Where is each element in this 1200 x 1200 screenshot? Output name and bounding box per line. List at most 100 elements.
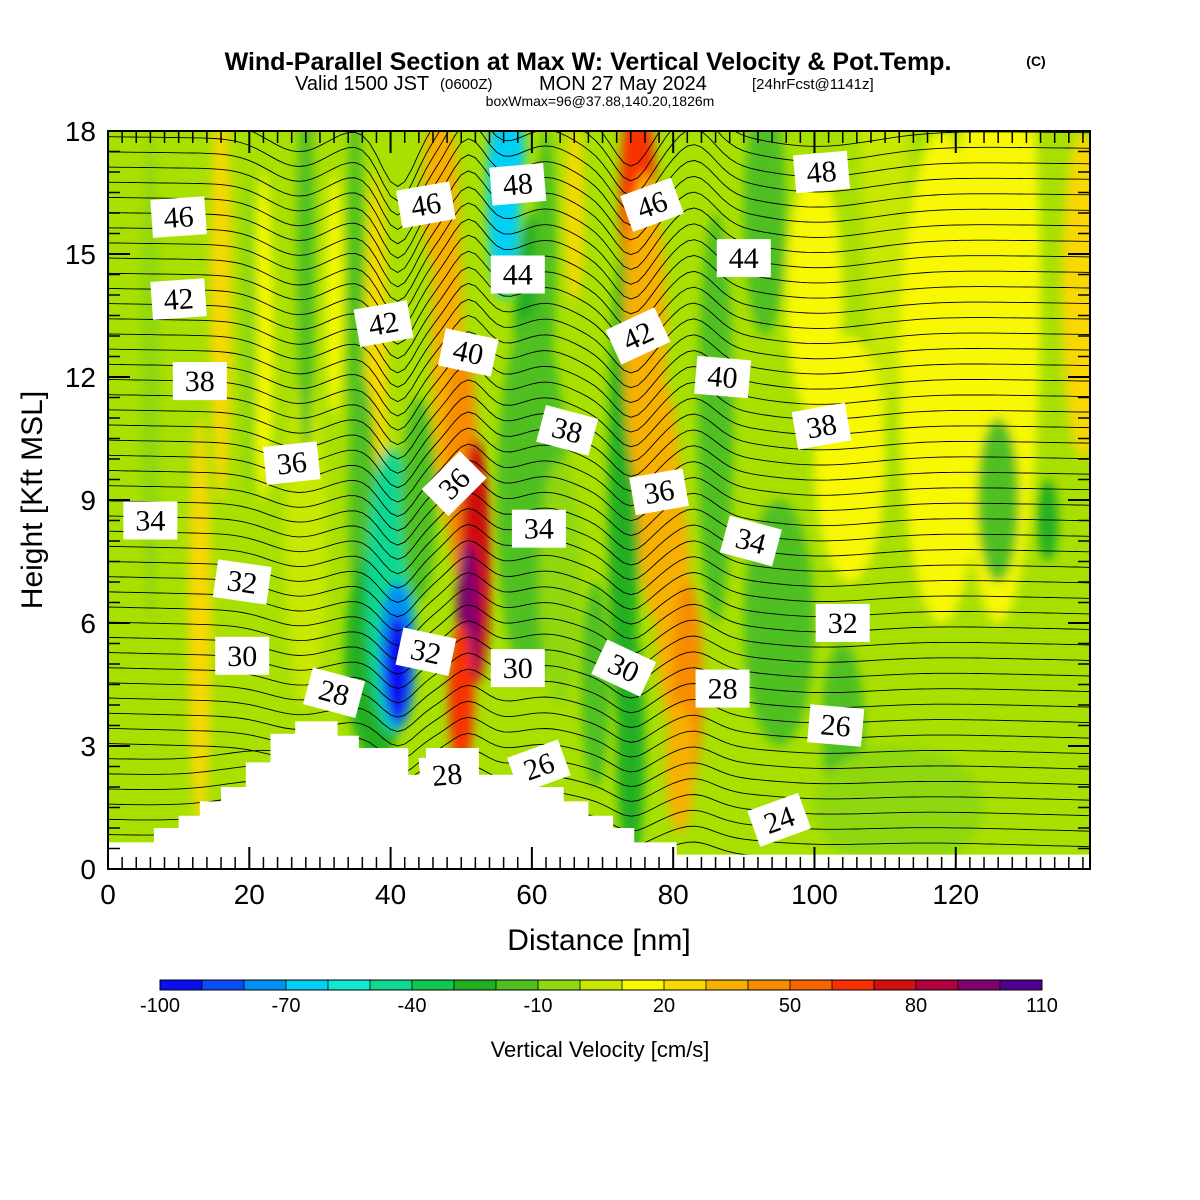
theta-line [108, 234, 1090, 331]
contour-label-text: 30 [503, 652, 533, 685]
contour-label-box [150, 196, 207, 238]
contour-label-text: 48 [501, 167, 534, 202]
contour-label-box [421, 451, 487, 517]
velocity-cell [141, 131, 160, 623]
contour-label-box [807, 704, 865, 747]
theta-line [108, 266, 1090, 360]
contour-label: 46 [396, 181, 456, 229]
velocity-cell [581, 582, 610, 787]
contour-label-text: 44 [729, 242, 759, 275]
theta-line [108, 700, 1090, 747]
contour-label-box [215, 636, 270, 675]
contour-label: 32 [212, 559, 272, 605]
contour-label-box [694, 355, 752, 399]
contour-label-text: 32 [828, 607, 858, 640]
contour-label-box [172, 362, 227, 401]
valid-time-line: Valid 1500 JST (0600Z) MON 27 May 2024 [… [295, 73, 874, 95]
theta-line [108, 154, 1090, 259]
theta-line [108, 298, 1090, 388]
box-info: boxWmax=96@37.88,140.20,1826m [486, 93, 715, 109]
contour-label: 28 [303, 667, 366, 719]
contour-label: 48 [792, 150, 851, 194]
colorbar-tick-label: 50 [779, 995, 801, 1017]
y-axis-label: Height [Kft MSL] [16, 391, 49, 609]
colorbar-swatch [412, 980, 455, 990]
colorbar-swatch [1000, 980, 1043, 990]
velocity-cell [743, 131, 787, 336]
colorbar-label: Vertical Velocity [cm/s] [491, 1037, 710, 1062]
contour-label-box [490, 255, 545, 294]
velocity-cell [814, 336, 886, 582]
colorbar-swatch [202, 980, 245, 990]
contour-label-text: 26 [819, 708, 852, 743]
colorbar-tick-label: -100 [140, 995, 180, 1017]
contour-label-text: 42 [163, 282, 195, 317]
theta-line [108, 363, 1090, 446]
contour-label-text: 28 [431, 757, 464, 792]
colorbar-tick-label: -70 [272, 995, 301, 1017]
contour-label-box [490, 649, 545, 688]
theta-line [108, 443, 1090, 517]
contour-label-text: 32 [225, 564, 259, 601]
velocity-cell [976, 418, 1020, 582]
velocity-cell [297, 131, 315, 459]
theta-line [108, 604, 1090, 661]
contour-label-text: 44 [503, 259, 533, 292]
theta-line [108, 250, 1090, 345]
contour-label: 46 [150, 196, 207, 238]
contour-label-box [395, 627, 457, 676]
colorbar-tick-label: -10 [524, 995, 553, 1017]
velocity-cell [325, 172, 343, 418]
contour-label-text: 38 [804, 408, 839, 446]
contour-label-box [747, 792, 812, 847]
colorbar-swatch [622, 980, 665, 990]
colorbar-swatch [160, 980, 203, 990]
forecast-info: [24hrFcst@1141z] [752, 76, 874, 93]
velocity-cell [860, 131, 910, 418]
theta-line [108, 138, 1090, 245]
colorbar-swatch [748, 980, 791, 990]
theta-line [108, 652, 1090, 704]
contour-label-box [792, 150, 851, 194]
colorbar-swatch [538, 980, 581, 990]
theta-line [108, 475, 1090, 546]
theta-line [108, 668, 1090, 718]
velocity-cell [565, 131, 584, 304]
contour-label-text: 34 [524, 513, 554, 546]
theta-line [108, 507, 1090, 575]
theta-line [108, 282, 1090, 374]
contour-label-text: 42 [366, 305, 401, 343]
x-axis-label: Distance [nm] [507, 924, 690, 957]
theta-line [108, 523, 1090, 589]
contour-label: 40 [694, 355, 752, 399]
colorbar-swatch [496, 980, 539, 990]
y-tick-label: 6 [80, 608, 96, 639]
contour-label: 34 [719, 515, 782, 567]
colorbar-tick-label: 110 [1026, 995, 1058, 1017]
theta-line [108, 684, 1090, 732]
contour-label-box [591, 639, 657, 697]
x-tick-label: 0 [100, 879, 116, 910]
theta-line [108, 379, 1090, 460]
contour-label-box [716, 239, 771, 278]
theta-line [108, 459, 1090, 532]
theta-line [108, 620, 1090, 675]
colorbar-tick-label: 80 [905, 995, 927, 1017]
contour-label: 28 [695, 669, 750, 708]
contour-label-box [437, 328, 499, 377]
theta-line [108, 588, 1090, 646]
theta-line [108, 395, 1090, 474]
contour-label: 42 [353, 300, 414, 348]
contour-label: 32 [395, 627, 457, 676]
x-tick-label: 60 [516, 879, 547, 910]
contour-label: 38 [172, 362, 227, 401]
colorbar: -100 -70 -40 -10 20 50 80 110 [140, 979, 1058, 1017]
colorbar-swatch [916, 980, 959, 990]
colorbar-swatch [454, 980, 497, 990]
contour-label-box [629, 468, 689, 516]
contour-label: 40 [437, 328, 499, 377]
colorbar-swatch [580, 980, 623, 990]
contour-label: 48 [489, 163, 547, 206]
